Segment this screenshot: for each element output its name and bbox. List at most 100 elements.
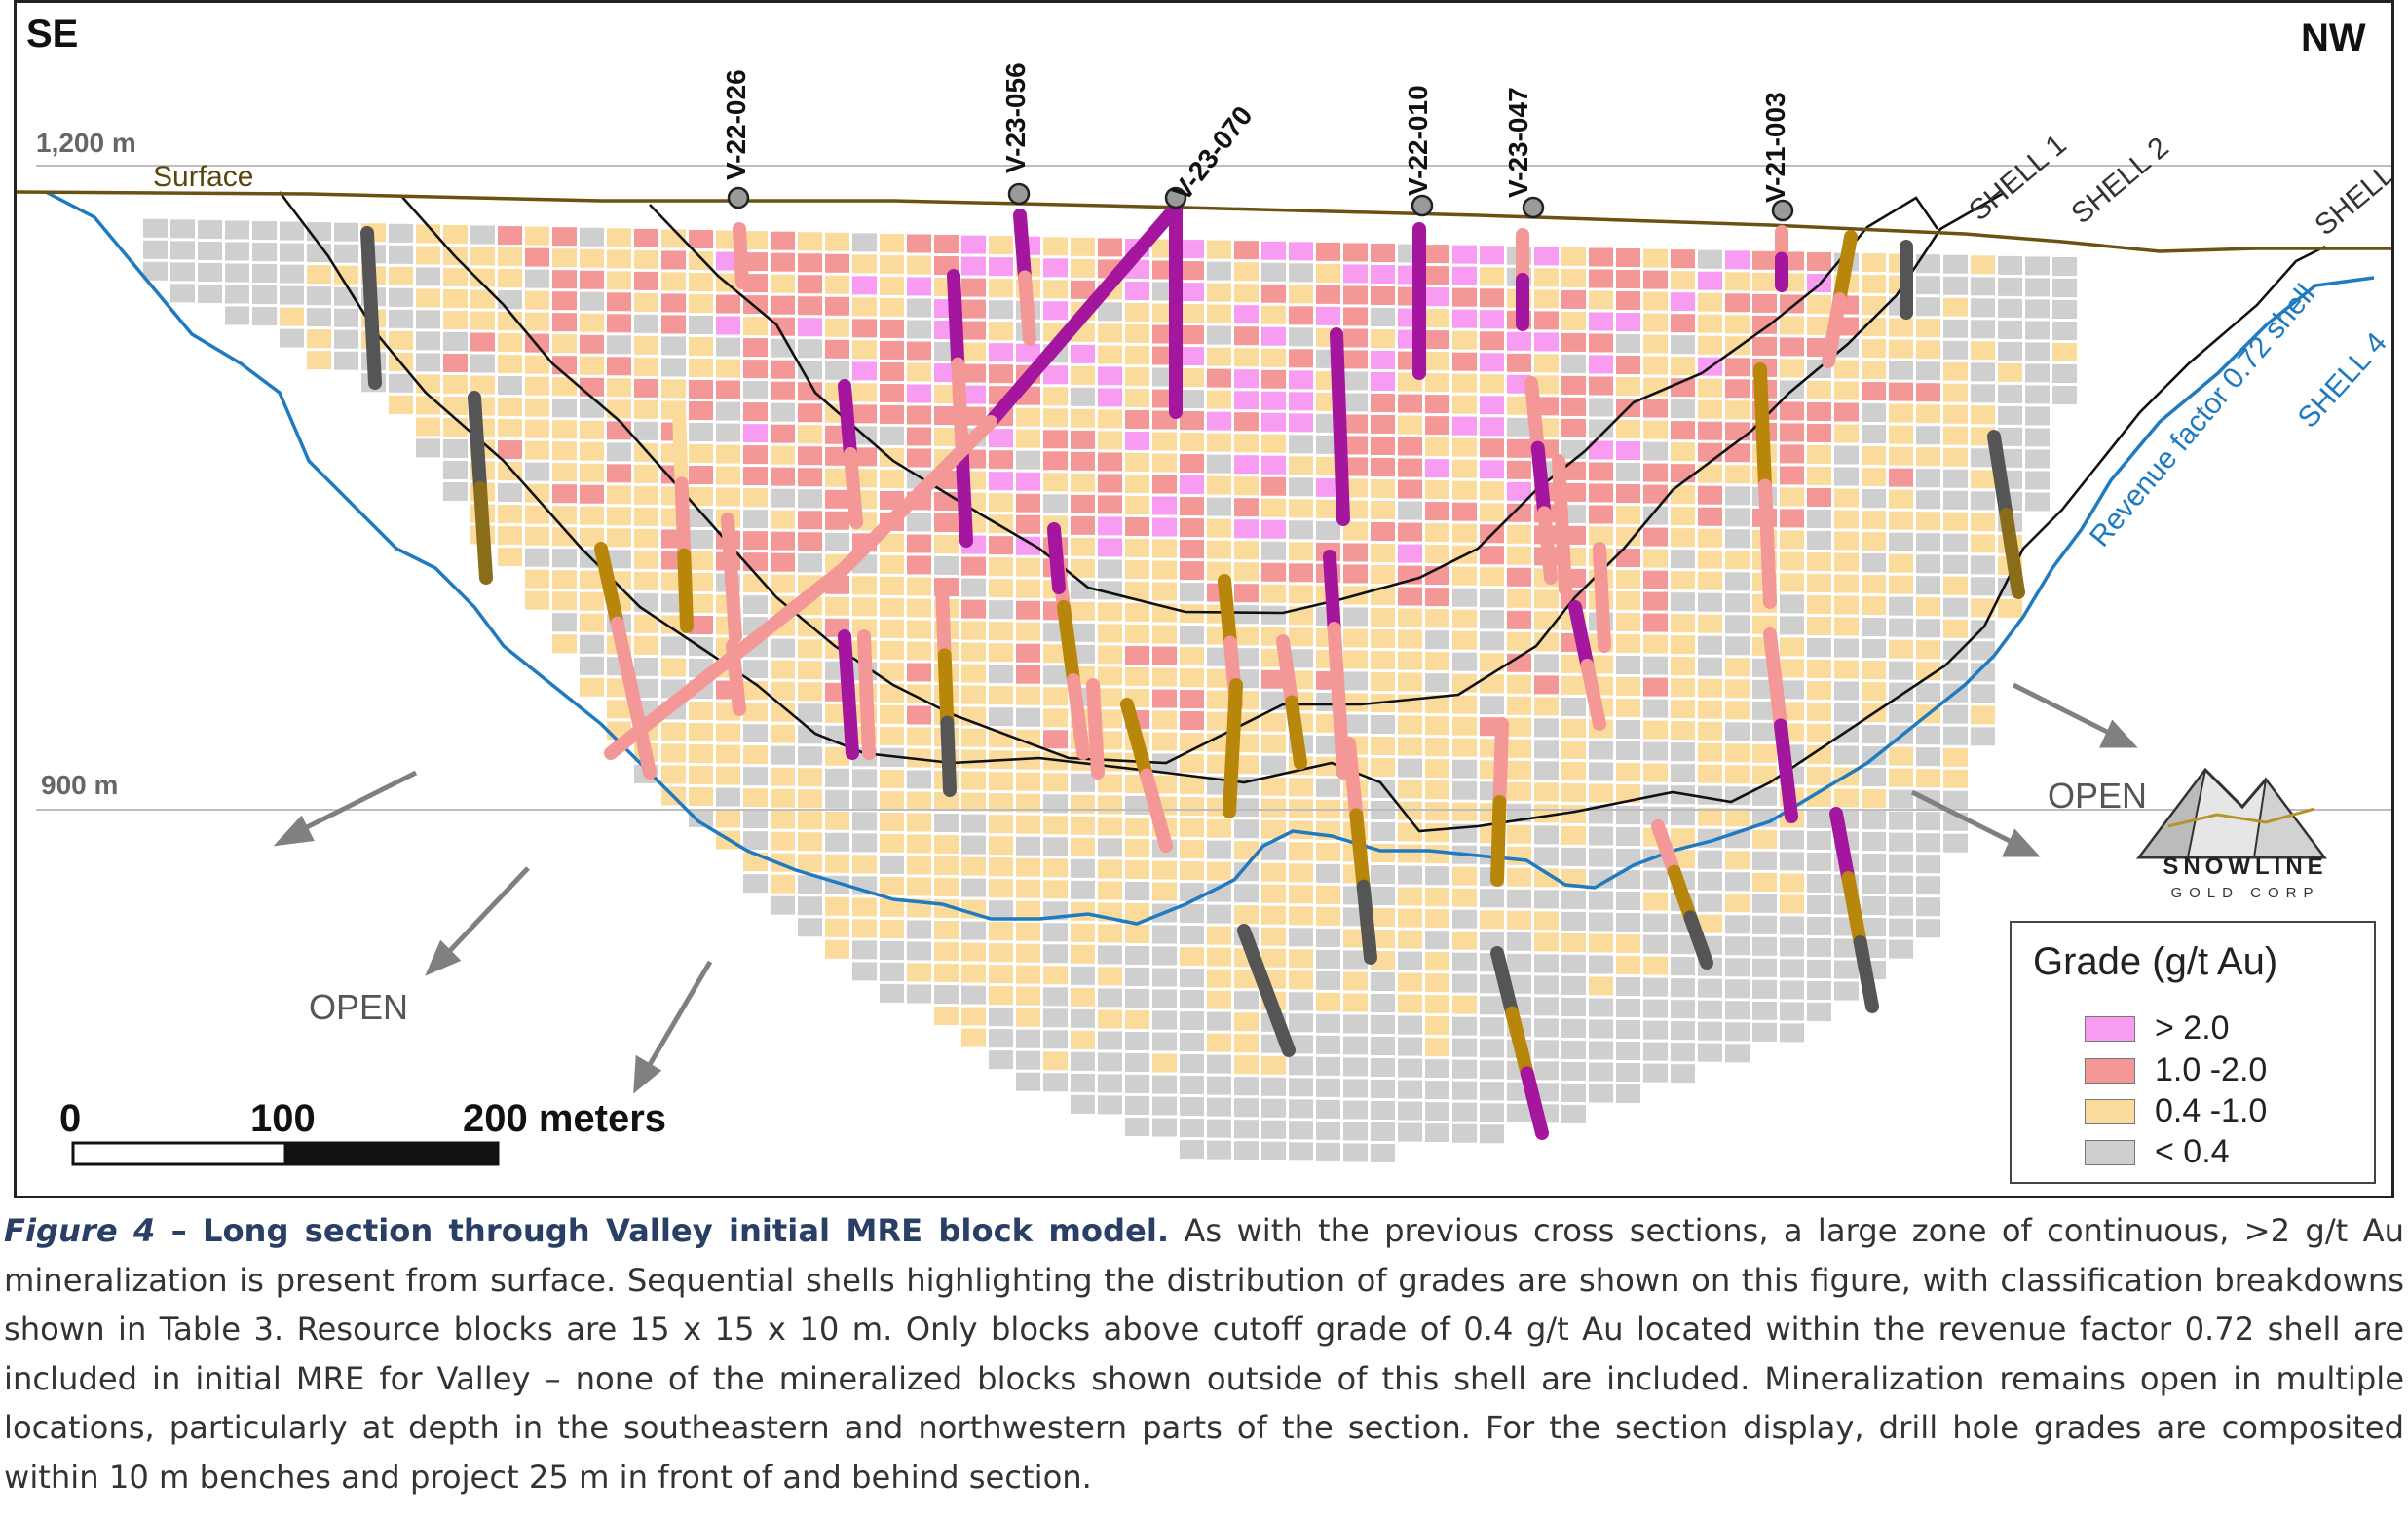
- grade-block: [989, 793, 1013, 813]
- drill-hole-segment: [1140, 768, 1173, 853]
- grade-block: [1180, 304, 1204, 323]
- grade-block: [1207, 947, 1231, 967]
- grade-block: [934, 964, 959, 983]
- grade-block: [1261, 541, 1286, 560]
- grade-block: [1234, 1120, 1259, 1139]
- grade-block: [1016, 407, 1040, 427]
- grade-block: [743, 574, 768, 593]
- grade-block: [525, 355, 549, 374]
- shell-1-label: SHELL 1: [1963, 129, 2072, 228]
- grade-block: [825, 232, 849, 251]
- grade-block: [1452, 266, 1477, 285]
- drill-hole-segment: [1999, 508, 2025, 599]
- grade-block: [1643, 806, 1668, 825]
- grade-block: [1480, 610, 1504, 629]
- grade-block: [1998, 277, 2022, 296]
- grade-block: [1207, 926, 1231, 945]
- grade-block: [1671, 571, 1695, 590]
- grade-block: [1343, 521, 1368, 541]
- grade-block: [1343, 307, 1368, 326]
- grade-block: [1016, 815, 1040, 834]
- grade-block: [1234, 412, 1259, 432]
- grade-block: [634, 271, 658, 290]
- grade-block: [170, 219, 195, 239]
- grade-block: [1425, 845, 1449, 864]
- grade-block: [1725, 615, 1750, 634]
- grade-block: [907, 448, 931, 468]
- grade-block: [1834, 745, 1859, 765]
- grade-block: [1507, 1103, 1531, 1122]
- grade-block: [1698, 1021, 1722, 1041]
- grade-block: [880, 704, 904, 724]
- grade-block: [880, 254, 904, 274]
- grade-block: [1507, 953, 1531, 972]
- grade-block: [1862, 575, 1886, 594]
- grade-block: [1289, 392, 1313, 411]
- grade-block: [1643, 270, 1668, 289]
- grade-block: [198, 219, 222, 239]
- grade-block: [1071, 923, 1095, 942]
- grade-block: [1534, 311, 1559, 330]
- grade-block: [989, 364, 1013, 384]
- grade-block: [1534, 740, 1559, 759]
- grade-block: [580, 656, 604, 675]
- topographic-surface-line: [17, 190, 2391, 253]
- grade-block: [443, 310, 468, 329]
- grade-block: [1589, 312, 1613, 331]
- grade-block: [743, 831, 768, 851]
- grade-block: [743, 660, 768, 679]
- grade-block: [1616, 420, 1640, 439]
- grade-block: [1289, 885, 1313, 904]
- grade-block: [1371, 651, 1395, 669]
- grade-block: [252, 264, 277, 284]
- grade-block: [1943, 383, 1968, 402]
- grade-block: [1534, 911, 1559, 931]
- grade-block: [498, 269, 522, 288]
- grade-block: [1152, 1053, 1177, 1073]
- grade-block: [1616, 506, 1640, 525]
- grade-block: [1125, 302, 1149, 322]
- drill-hole-segment: [1580, 659, 1606, 731]
- grade-block: [1561, 375, 1586, 395]
- grade-block: [1343, 1036, 1368, 1055]
- grade-block: [1289, 1142, 1313, 1161]
- grade-block: [1834, 360, 1859, 379]
- drill-hole-segment: [1356, 879, 1377, 965]
- grade-block: [1698, 271, 1722, 290]
- grade-block: [1289, 928, 1313, 947]
- grade-block: [1589, 355, 1613, 374]
- grade-block: [1125, 945, 1149, 965]
- drill-hole-segment: [937, 648, 955, 730]
- grade-block: [1371, 1058, 1395, 1077]
- drill-hole-segment: [1492, 717, 1509, 809]
- grade-block: [525, 505, 549, 524]
- grade-block: [1071, 987, 1095, 1007]
- grade-block: [1561, 1040, 1586, 1059]
- grade-block: [1643, 1042, 1668, 1061]
- grade-block: [2025, 321, 2050, 340]
- grade-block: [661, 358, 686, 377]
- grade-block: [1261, 1141, 1286, 1160]
- grade-block: [743, 788, 768, 808]
- grade-block: [771, 831, 795, 851]
- grade-block: [689, 702, 713, 720]
- grade-block: [1371, 244, 1395, 262]
- grade-block: [1725, 315, 1750, 334]
- grade-block: [1125, 624, 1149, 643]
- grade-block: [689, 594, 713, 613]
- grade-block: [825, 596, 849, 616]
- grade-block: [1289, 435, 1313, 454]
- grade-block: [1125, 838, 1149, 857]
- grade-block: [1889, 703, 1913, 723]
- grade-block: [1916, 662, 1940, 681]
- grade-block: [1752, 293, 1777, 313]
- grade-block: [880, 833, 904, 853]
- grade-block: [1016, 943, 1040, 963]
- grade-block: [580, 613, 604, 632]
- grade-block: [689, 316, 713, 334]
- grade-block: [552, 270, 577, 289]
- grade-block: [798, 918, 822, 937]
- grade-block: [1261, 412, 1286, 432]
- legend-label: > 2.0: [2155, 1009, 2230, 1046]
- grade-block: [1180, 1097, 1204, 1117]
